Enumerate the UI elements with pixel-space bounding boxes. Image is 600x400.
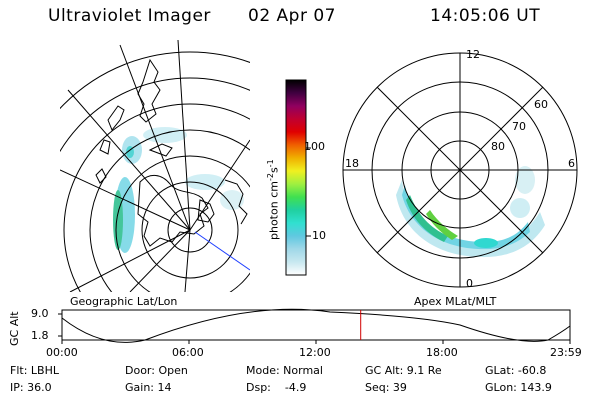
colorbar-unit-label: photon cm-2s-1 (266, 159, 281, 240)
magnetic-polar-plot (342, 52, 578, 288)
mlat-label-80: 80 (491, 140, 505, 153)
orbit-ytick-9: 9.0 (31, 307, 49, 320)
apex-caption: Apex MLat/MLT (414, 295, 497, 308)
geographic-map (60, 40, 250, 292)
time-label: 14:05:06 UT (430, 6, 541, 26)
ip-status: IP: 36.0 (10, 381, 52, 394)
mlt-label-0: 0 (466, 277, 473, 290)
geographic-caption: Geographic Lat/Lon (70, 295, 178, 308)
instrument-title: Ultraviolet Imager (48, 6, 211, 26)
glat-status: GLat: -60.8 (485, 364, 547, 377)
mlt-label-6: 6 (568, 157, 575, 170)
colorbar-tick-100: 100 (304, 140, 325, 153)
door-status: Door: Open (125, 364, 188, 377)
mlt-label-12: 12 (466, 48, 480, 61)
filter-status: Flt: LBHL (10, 364, 59, 377)
orbit-plot (58, 308, 571, 344)
gc-alt-status: GC Alt: 9.1 Re (365, 364, 442, 377)
aurora-emission-right (396, 166, 545, 258)
colorbar (285, 79, 311, 276)
mlat-label-70: 70 (512, 120, 526, 133)
time-tick-0000: 00:00 (46, 346, 78, 359)
gain-status: Gain: 14 (125, 381, 172, 394)
seq-status: Seq: 39 (365, 381, 407, 394)
time-tick-0600: 06:00 (172, 346, 204, 359)
orbit-ytick-1-8: 1.8 (31, 329, 49, 342)
time-tick-2359: 23:59 (550, 346, 582, 359)
glon-status: GLon: 143.9 (485, 381, 552, 394)
mlat-label-60: 60 (534, 98, 548, 111)
time-tick-1200: 12:00 (299, 346, 331, 359)
mlt-label-18: 18 (345, 157, 359, 170)
date-label: 02 Apr 07 (248, 6, 336, 26)
colorbar-tick-10: 10 (312, 229, 326, 242)
dsp-status: Dsp: -4.9 (246, 381, 307, 394)
time-tick-1800: 18:00 (426, 346, 458, 359)
mode-status: Mode: Normal (246, 364, 323, 377)
orbit-axis-label: GC Alt (8, 311, 21, 346)
